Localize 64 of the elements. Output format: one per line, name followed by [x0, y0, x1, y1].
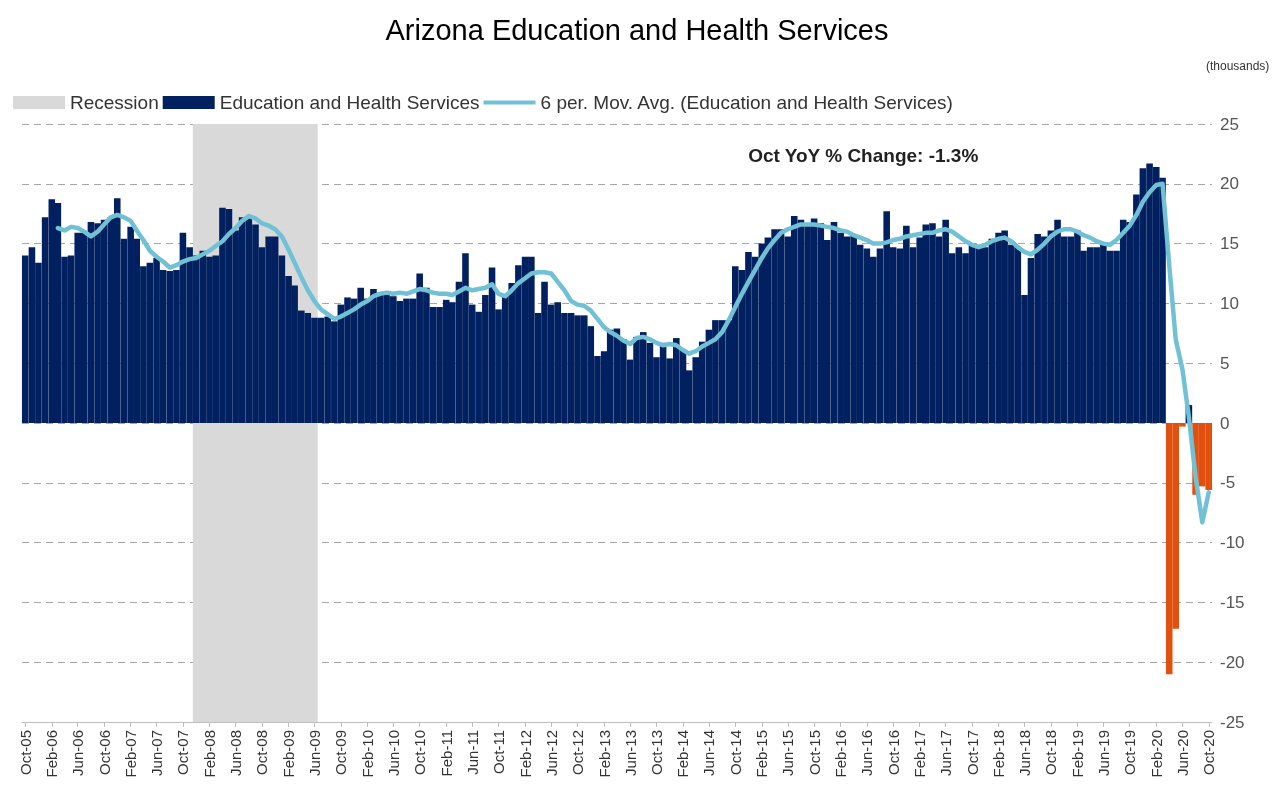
x-tick-label: Oct-06 — [95, 730, 113, 776]
y-tick-label: -5 — [1220, 473, 1236, 493]
x-tick-label: Jun-08 — [227, 730, 245, 776]
x-tick-label: Jun-07 — [148, 730, 166, 776]
x-tick-label: Oct-15 — [805, 730, 823, 776]
y-tick-label: 0 — [1220, 413, 1230, 433]
x-tick-label: Jun-15 — [779, 730, 797, 776]
annotation: Oct YoY % Change: -1.3% — [748, 145, 979, 166]
y-axis-title: (thousands) — [1206, 59, 1270, 73]
x-tick-label: Oct-11 — [490, 730, 508, 774]
y-tick-label: 15 — [1220, 234, 1239, 254]
x-tick-label: Feb-16 — [832, 730, 850, 778]
x-tick-label: Jun-10 — [384, 730, 402, 776]
x-tick-label: Feb-06 — [43, 730, 61, 778]
x-tick-label: Oct-08 — [253, 730, 271, 776]
x-tick-label: Jun-12 — [542, 730, 560, 776]
x-tick-label: Feb-18 — [990, 730, 1008, 778]
x-tick-label: Feb-17 — [911, 730, 929, 778]
x-tick-label: Jun-18 — [1016, 730, 1033, 776]
x-tick-label: Feb-07 — [122, 730, 140, 778]
x-tick-label: Feb-19 — [1068, 730, 1086, 778]
y-tick-label: 25 — [1220, 114, 1239, 134]
x-tick-label: Feb-12 — [516, 730, 534, 778]
x-tick-label: Feb-13 — [595, 730, 613, 778]
x-tick-label: Oct-09 — [332, 730, 350, 776]
x-tick-label: Oct-07 — [174, 730, 192, 776]
line-series — [55, 181, 1212, 525]
legend-label: Education and Health Services — [219, 92, 480, 113]
y-tick-label: -10 — [1220, 533, 1245, 553]
x-tick-label: Oct-20 — [1200, 730, 1218, 776]
x-tick-label: Jun-14 — [700, 730, 718, 776]
x-tick-label: Oct-12 — [569, 730, 587, 776]
y-tick-label: -25 — [1220, 712, 1245, 732]
x-tick-label: Jun-09 — [305, 730, 323, 776]
x-tick-label: Oct-13 — [647, 730, 665, 776]
x-tick-label: Feb-15 — [753, 730, 771, 778]
x-tick-label: Jun-19 — [1094, 730, 1112, 776]
legend-label: Recession — [70, 92, 159, 113]
x-tick-label: Oct-18 — [1042, 730, 1060, 776]
x-tick-label: Jun-16 — [858, 730, 876, 776]
x-tick-label: Jun-20 — [1173, 730, 1191, 776]
x-tick-label: Oct-14 — [726, 730, 744, 776]
x-tick-label: Feb-08 — [201, 730, 218, 778]
x-tick-label: Jun-17 — [937, 730, 955, 776]
x-tick-label: Oct-10 — [411, 730, 429, 776]
x-tick-label: Oct-16 — [884, 730, 902, 776]
x-tick-label: Feb-09 — [280, 730, 298, 778]
x-tick-label: Jun-13 — [621, 730, 639, 776]
y-tick-label: 10 — [1220, 293, 1239, 313]
x-tick-label: Oct-17 — [963, 730, 981, 776]
x-tick-label: Jun-11 — [463, 730, 481, 775]
chart-title: Arizona Education and Health Services — [385, 13, 889, 46]
y-tick-label: 5 — [1220, 353, 1230, 373]
y-tick-label: -15 — [1220, 592, 1245, 612]
y-tick-label: -20 — [1220, 652, 1245, 672]
y-tick-label: 20 — [1220, 174, 1239, 194]
x-tick-label: Feb-11 — [437, 730, 455, 777]
x-tick-label: Oct-05 — [16, 730, 34, 776]
x-tick-label: Feb-14 — [674, 730, 692, 778]
x-tick-label: Jun-06 — [69, 730, 87, 776]
x-tick-label: Oct-19 — [1121, 730, 1139, 776]
x-tick-label: Feb-10 — [358, 730, 376, 778]
x-tick-label: Feb-20 — [1147, 730, 1165, 778]
legend-label: 6 per. Mov. Avg. (Education and Health Services) — [540, 92, 953, 113]
